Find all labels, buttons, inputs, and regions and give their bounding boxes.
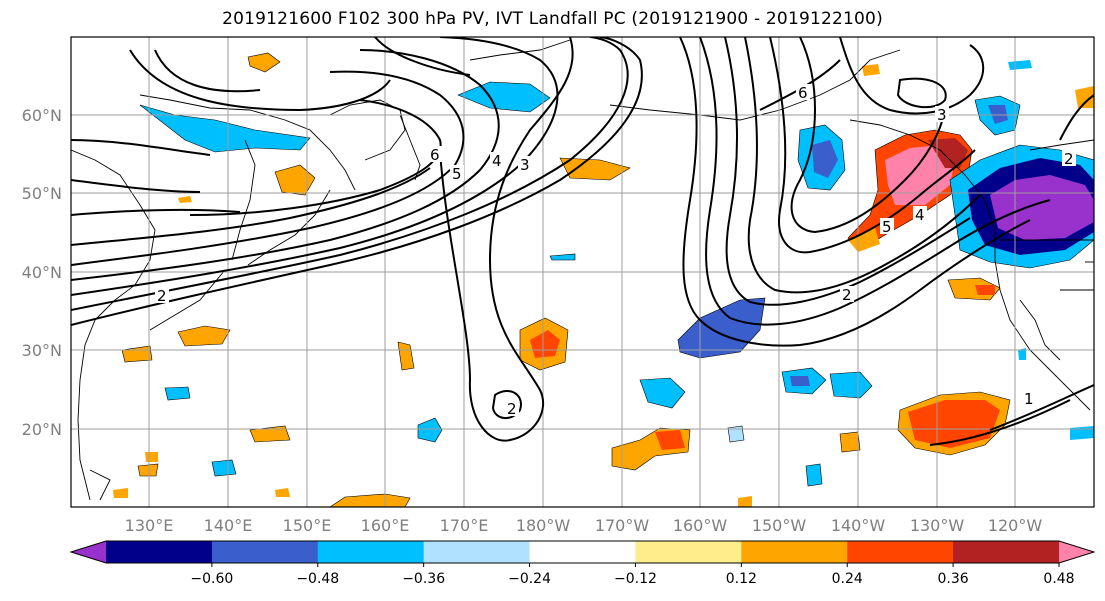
colorbar-segment (847, 541, 954, 563)
lat-label: 60°N (22, 106, 62, 125)
lon-label: 140°W (831, 516, 886, 535)
lon-label: 140°E (204, 516, 253, 535)
contour-label: 3 (520, 156, 530, 174)
colorbar-tick-label: −0.12 (614, 571, 657, 587)
lat-label: 50°N (22, 184, 62, 203)
contour-label: 4 (492, 152, 502, 170)
figure-title: 2019121600 F102 300 hPa PV, IVT Landfall… (222, 9, 883, 29)
anomaly-shading (113, 52, 1094, 507)
colorbar-segment (211, 541, 319, 563)
lat-label: 30°N (22, 341, 62, 360)
colorbar-tick-label: −0.60 (190, 571, 233, 587)
colorbar-tick-label: 0.36 (938, 571, 969, 587)
colorbar-tick-label: 0.24 (832, 571, 863, 587)
colorbar-tick-label: −0.36 (402, 571, 445, 587)
colorbar-tick-label: 0.12 (726, 571, 757, 587)
pv-contours (71, 37, 1094, 446)
colorbar-outline (69, 540, 1096, 564)
lon-label: 180°W (516, 516, 571, 535)
contour-label: 6 (430, 146, 440, 164)
contour-label: 2 (842, 286, 852, 304)
longitude-labels: 130°E 140°E 150°E 160°E 170°E 180°W 170°… (125, 516, 1043, 535)
lon-label: 120°W (988, 516, 1043, 535)
lon-label: 130°W (910, 516, 965, 535)
colorbar-tick-label: −0.24 (508, 571, 551, 587)
contour-label: 4 (915, 206, 925, 224)
colorbar-segment (741, 541, 848, 563)
colorbar-tick-label: 0.48 (1043, 571, 1074, 587)
lon-label: 160°W (673, 516, 728, 535)
contour-label: 5 (452, 165, 462, 183)
contour-label: 1 (1024, 390, 1034, 408)
lon-label: 150°W (752, 516, 807, 535)
colorbar-segment (106, 541, 213, 563)
lat-label: 40°N (22, 263, 62, 282)
contour-label: 5 (882, 218, 892, 236)
colorbar-left-extension (71, 541, 106, 563)
lon-label: 130°E (125, 516, 174, 535)
contour-label: 3 (937, 106, 947, 124)
contour-label: 2 (1064, 150, 1074, 168)
colorbar-segment (953, 541, 1060, 563)
colorbar-segment (317, 541, 425, 563)
colorbar-right-extension (1059, 541, 1094, 563)
lon-label: 150°E (283, 516, 332, 535)
lon-label: 160°E (361, 516, 410, 535)
gridlines (71, 37, 1094, 507)
colorbar-segment (529, 541, 636, 563)
latitude-labels: 60°N 50°N 40°N 30°N 20°N (22, 106, 62, 439)
lon-label: 170°E (440, 516, 489, 535)
colorbar-segment (635, 541, 742, 563)
pv-contour-labels: 6 5 4 3 2 2 6 3 4 5 2 1 2 (155, 84, 1076, 418)
contour-label: 2 (157, 287, 167, 305)
map-frame (70, 36, 1095, 508)
lat-label: 20°N (22, 420, 62, 439)
colorbar-segment (423, 541, 531, 563)
colorbar-tick-label: −0.48 (296, 571, 339, 587)
lon-label: 170°W (595, 516, 650, 535)
contour-label: 6 (798, 84, 808, 102)
colorbar: −0.60 −0.48 −0.36 −0.24 −0.12 0.12 0.24 0.36 0.4… (69, 540, 1096, 587)
contour-label: 2 (507, 400, 517, 418)
